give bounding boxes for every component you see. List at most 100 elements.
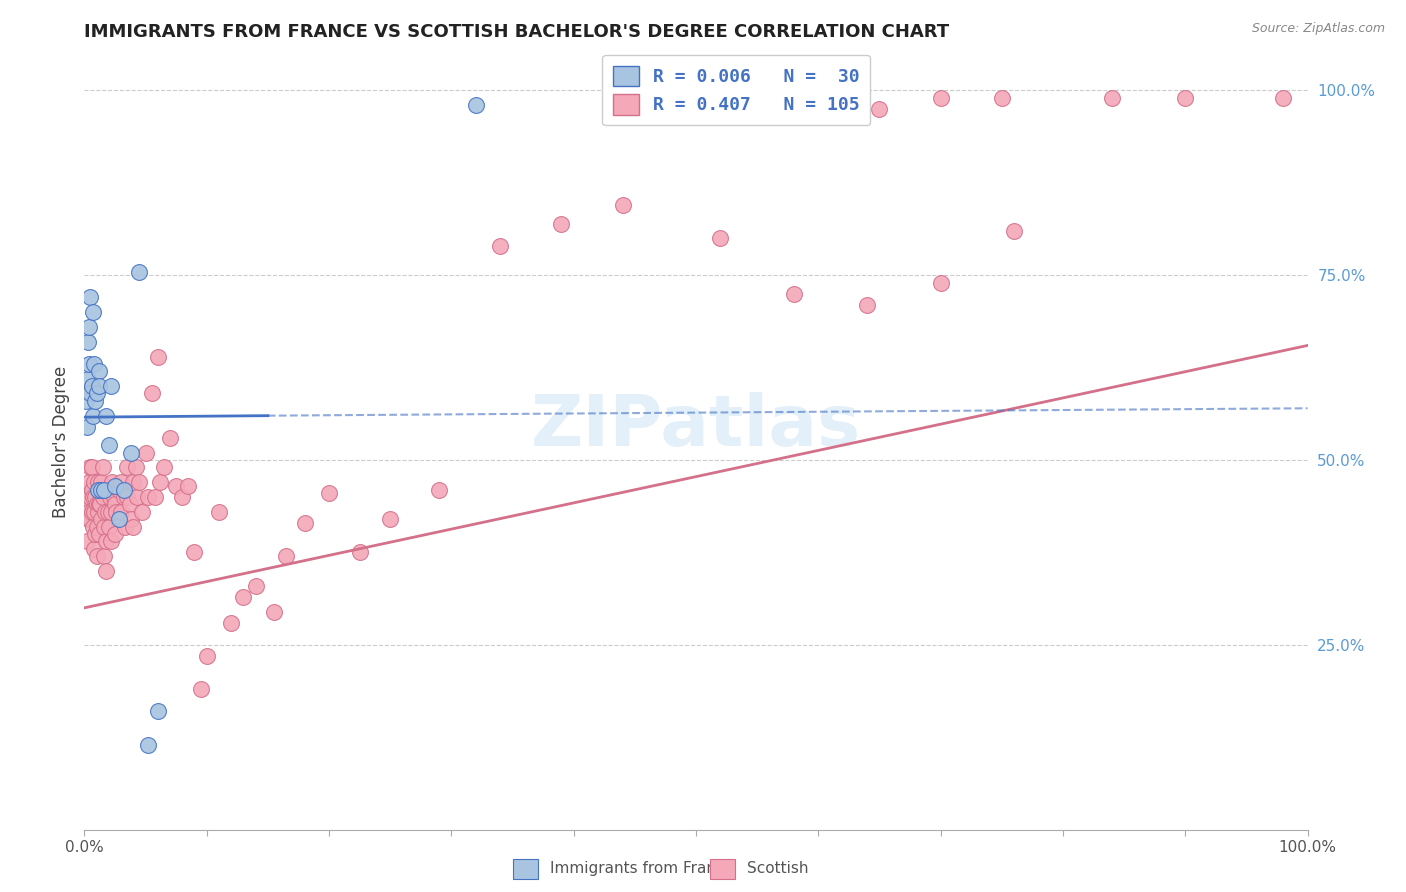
Point [89, 483, 111, 497]
Point [122, 519, 145, 533]
Point [79, 460, 101, 475]
Point [120, 512, 142, 526]
Text: ZIPatlas: ZIPatlas [531, 392, 860, 460]
Point [177, 479, 200, 493]
Point [75, 505, 97, 519]
Point [115, 460, 138, 475]
Point [125, 490, 148, 504]
Point [96, 564, 118, 578]
Point [87, 483, 110, 497]
Point [80, 505, 103, 519]
Point [195, 648, 218, 663]
Point [112, 483, 135, 497]
Point [115, 490, 138, 504]
Point [80, 460, 103, 475]
Point [107, 512, 129, 526]
Point [77, 334, 100, 349]
Point [82, 490, 104, 504]
Point [87, 505, 110, 519]
Point [149, 475, 172, 490]
Point [82, 305, 104, 319]
Point [80, 379, 103, 393]
Point [89, 497, 111, 511]
Point [245, 579, 267, 593]
Point [146, 350, 169, 364]
Point [84, 527, 107, 541]
Point [77, 475, 100, 490]
Point [929, 91, 952, 105]
Point [153, 460, 176, 475]
Point [96, 409, 118, 423]
Point [93, 549, 115, 563]
Point [294, 516, 316, 530]
Point [76, 534, 98, 549]
Point [104, 527, 127, 541]
Point [90, 512, 112, 526]
Point [783, 286, 806, 301]
Point [118, 497, 141, 511]
Point [1101, 91, 1123, 105]
Point [122, 475, 145, 490]
Point [612, 198, 634, 212]
Point [87, 364, 110, 378]
Point [136, 738, 159, 752]
Point [427, 483, 450, 497]
Point [131, 505, 153, 519]
Point [263, 605, 285, 619]
Point [97, 519, 120, 533]
Point [929, 276, 952, 290]
Point [991, 91, 1014, 105]
Point [464, 98, 486, 112]
Point [91, 460, 114, 475]
Point [77, 372, 100, 386]
Point [77, 483, 100, 497]
Text: Scottish: Scottish [747, 862, 808, 876]
Point [120, 445, 142, 459]
Text: IMMIGRANTS FROM FRANCE VS SCOTTISH BACHELOR'S DEGREE CORRELATION CHART: IMMIGRANTS FROM FRANCE VS SCOTTISH BACHE… [84, 23, 949, 41]
Point [77, 505, 100, 519]
Text: Immigrants from France: Immigrants from France [550, 862, 734, 876]
Point [107, 483, 129, 497]
Point [276, 549, 298, 563]
Point [87, 379, 110, 393]
Point [143, 490, 166, 504]
Point [136, 490, 159, 504]
Text: Source: ZipAtlas.com: Source: ZipAtlas.com [1251, 22, 1385, 36]
Point [86, 549, 108, 563]
Point [76, 419, 98, 434]
Point [94, 505, 117, 519]
Point [100, 379, 122, 393]
Point [103, 490, 125, 504]
Point [84, 490, 107, 504]
Point [77, 320, 100, 334]
Point [183, 545, 205, 559]
Point [83, 505, 105, 519]
Point [77, 357, 100, 371]
Point [869, 102, 891, 116]
Point [100, 505, 122, 519]
Point [93, 519, 115, 533]
Point [489, 238, 512, 252]
Point [1002, 224, 1025, 238]
Point [79, 490, 101, 504]
Point [125, 460, 148, 475]
Y-axis label: Bachelor's Degree: Bachelor's Degree [52, 366, 70, 517]
Point [232, 590, 254, 604]
Point [83, 541, 105, 556]
Point [128, 264, 150, 278]
Point [219, 615, 242, 630]
Point [110, 475, 132, 490]
Point [856, 298, 879, 312]
Point [380, 512, 402, 526]
Point [93, 483, 115, 497]
Point [104, 479, 127, 493]
Point [86, 519, 108, 533]
Point [146, 704, 169, 718]
Point [87, 475, 110, 490]
Point [172, 490, 194, 504]
Point [91, 490, 114, 504]
Point [79, 512, 101, 526]
Point [79, 386, 101, 401]
Point [97, 438, 120, 452]
Point [104, 497, 127, 511]
